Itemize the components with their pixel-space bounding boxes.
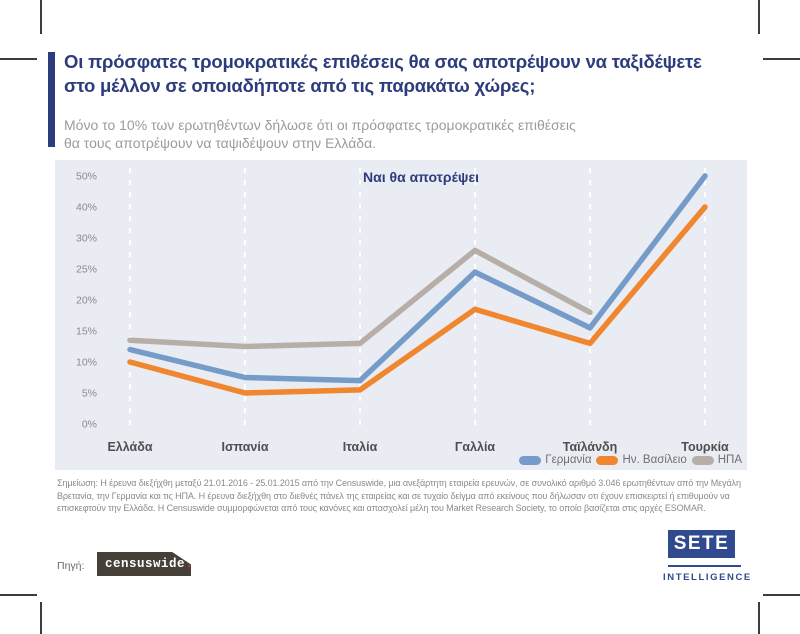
sete-logo-divider bbox=[668, 565, 741, 567]
legend-item: Ην. Βασίλειο bbox=[596, 454, 687, 466]
legend-swatch bbox=[691, 455, 714, 465]
censuswide-logo-dot: . bbox=[185, 556, 194, 572]
sete-logo-box: SETE bbox=[668, 530, 735, 558]
y-tick-label: 40% bbox=[76, 202, 97, 214]
y-tick-label: 50% bbox=[76, 171, 97, 183]
x-category-label: Ιταλία bbox=[343, 440, 378, 454]
chart-annotation: Ναι θα αποτρέψει bbox=[363, 169, 479, 185]
y-axis-labels: 50% 40% 30% 25% 20% 15% 10% 5% 0% bbox=[76, 171, 97, 431]
crop-mark-bottom-right-vertical bbox=[758, 602, 760, 634]
legend-swatch bbox=[519, 455, 542, 465]
x-category-label: Ισπανία bbox=[221, 440, 268, 454]
terror-impact-line-chart: 50% 40% 30% 25% 20% 15% 10% 5% 0% Ελλάδα Ισπανία Ιτ… bbox=[76, 168, 729, 454]
crop-mark-top-right-vertical bbox=[758, 0, 760, 34]
series-line-Ην. Βασίλειο bbox=[127, 204, 708, 396]
legend-label: Ην. Βασίλειο bbox=[622, 454, 687, 466]
page-title: Οι πρόσφατες τρομοκρατικές επιθέσεις θα … bbox=[64, 51, 702, 96]
footnote: Σημείωση: Η έρευνα διεξήχθη μεταξύ 21.01… bbox=[57, 478, 741, 513]
x-category-label: Γαλλία bbox=[455, 440, 496, 454]
y-tick-label: 25% bbox=[76, 264, 97, 276]
chart-legend: Γερμανία Ην. Βασίλειο ΗΠΑ bbox=[519, 454, 742, 466]
crop-mark-top-left-vertical bbox=[40, 0, 42, 34]
sete-tagline: INTELLIGENCE bbox=[663, 572, 752, 583]
crop-mark-bottom-left-vertical bbox=[40, 602, 42, 634]
series-line-ΗΠΑ bbox=[127, 247, 593, 350]
censuswide-logo: censuswide. bbox=[97, 552, 191, 576]
legend-item: Γερμανία bbox=[519, 454, 591, 466]
page-subtitle: Μόνο το 10% των ερωτηθέντων δήλωσε ότι ο… bbox=[64, 117, 576, 151]
title-accent-bar bbox=[48, 52, 55, 147]
source-label: Πηγή: bbox=[57, 560, 85, 572]
y-tick-label: 0% bbox=[82, 419, 97, 431]
series-line-Γερμανία bbox=[127, 173, 708, 384]
crop-mark-top-left-horizontal bbox=[0, 58, 37, 60]
x-category-label: Ταϊλάνδη bbox=[563, 440, 618, 454]
censuswide-logo-text: censuswide bbox=[105, 557, 186, 571]
x-axis-labels: Ελλάδα Ισπανία Ιταλία Γαλλία Ταϊλάνδη Τουρκία bbox=[107, 440, 729, 454]
legend-swatch bbox=[596, 455, 619, 465]
y-tick-label: 5% bbox=[82, 388, 97, 400]
legend-item: ΗΠΑ bbox=[691, 454, 742, 466]
y-tick-label: 15% bbox=[76, 326, 97, 338]
legend-label: ΗΠΑ bbox=[717, 454, 742, 466]
crop-mark-bottom-left-horizontal bbox=[0, 594, 37, 596]
y-tick-label: 10% bbox=[76, 357, 97, 369]
y-tick-label: 20% bbox=[76, 295, 97, 307]
y-tick-label: 30% bbox=[76, 233, 97, 245]
x-category-label: Τουρκία bbox=[681, 440, 729, 454]
legend-label: Γερμανία bbox=[545, 454, 592, 466]
crop-mark-top-right-horizontal bbox=[763, 58, 800, 60]
crop-mark-bottom-right-horizontal bbox=[763, 594, 800, 596]
chart-panel: 50% 40% 30% 25% 20% 15% 10% 5% 0% Ελλάδα Ισπανία Ιτ… bbox=[55, 160, 747, 470]
sete-logo-text: SETE bbox=[673, 533, 730, 554]
x-category-label: Ελλάδα bbox=[107, 440, 152, 454]
